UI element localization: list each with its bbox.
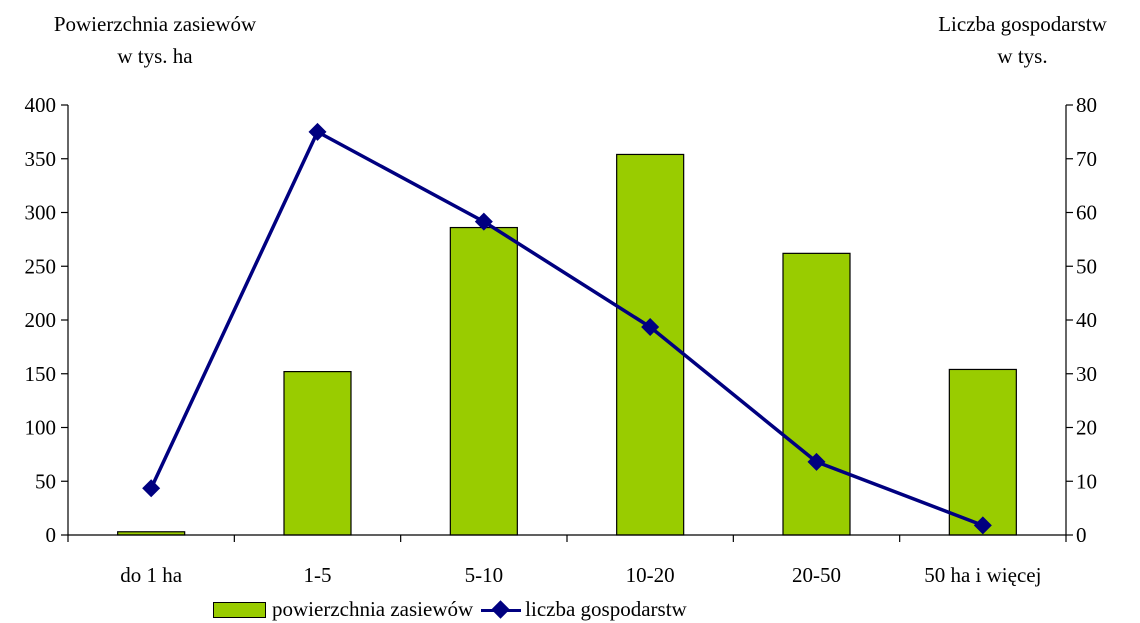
left-tick-label: 350 — [25, 147, 57, 171]
bar — [782, 252, 851, 536]
left-tick-label: 300 — [25, 201, 57, 225]
right-tick-label: 60 — [1076, 201, 1097, 225]
legend: powierzchnia zasiewów liczba gospodarstw — [213, 597, 687, 622]
right-tick-label: 30 — [1076, 362, 1097, 386]
right-tick-label: 40 — [1076, 308, 1097, 332]
right-tick-label: 80 — [1076, 93, 1097, 117]
right-tick-label: 10 — [1076, 469, 1097, 493]
right-tick-label: 50 — [1076, 254, 1097, 278]
x-tick-label: do 1 ha — [120, 563, 183, 587]
left-tick-label: 200 — [25, 308, 57, 332]
x-tick-label: 5-10 — [465, 563, 504, 587]
line-point — [807, 452, 826, 471]
legend-line-label: liczba gospodarstw — [525, 597, 687, 621]
right-axis-title-line-2: w tys. — [997, 44, 1048, 68]
left-tick-label: 400 — [25, 93, 57, 117]
left-tick-label: 0 — [46, 523, 57, 547]
left-axis-title-line-1: Powierzchnia zasiewów — [53, 12, 257, 36]
legend-bar-swatch — [213, 601, 266, 618]
x-tick-label: 50 ha i więcej — [924, 563, 1041, 587]
legend-line-swatch — [481, 599, 522, 620]
right-tick-label: 20 — [1076, 416, 1097, 440]
x-tick-label: 10-20 — [626, 563, 675, 587]
right-axis-title: Liczba gospodarstw w tys. — [905, 8, 1140, 72]
bar — [948, 368, 1017, 536]
line-point — [308, 122, 327, 141]
left-axis-title-line-2: w tys. ha — [117, 44, 193, 68]
left-tick-label: 100 — [25, 416, 57, 440]
left-axis-title: Powierzchnia zasiewów w tys. ha — [30, 8, 280, 72]
left-tick-label: 150 — [25, 362, 57, 386]
right-tick-label: 70 — [1076, 147, 1097, 171]
bar — [283, 371, 352, 536]
legend-bar-label: powierzchnia zasiewów — [272, 597, 474, 621]
x-tick-label: 1-5 — [304, 563, 332, 587]
left-tick-label: 50 — [35, 469, 56, 493]
line-point — [474, 212, 493, 231]
line-series — [149, 130, 984, 527]
right-tick-label: 0 — [1076, 523, 1087, 547]
line-point — [142, 479, 161, 498]
left-tick-label: 250 — [25, 254, 57, 278]
x-tick-label: 20-50 — [792, 563, 841, 587]
line-point — [973, 516, 992, 535]
line-point — [641, 317, 660, 336]
right-axis-title-line-1: Liczba gospodarstw — [938, 12, 1107, 36]
bar — [449, 226, 518, 536]
